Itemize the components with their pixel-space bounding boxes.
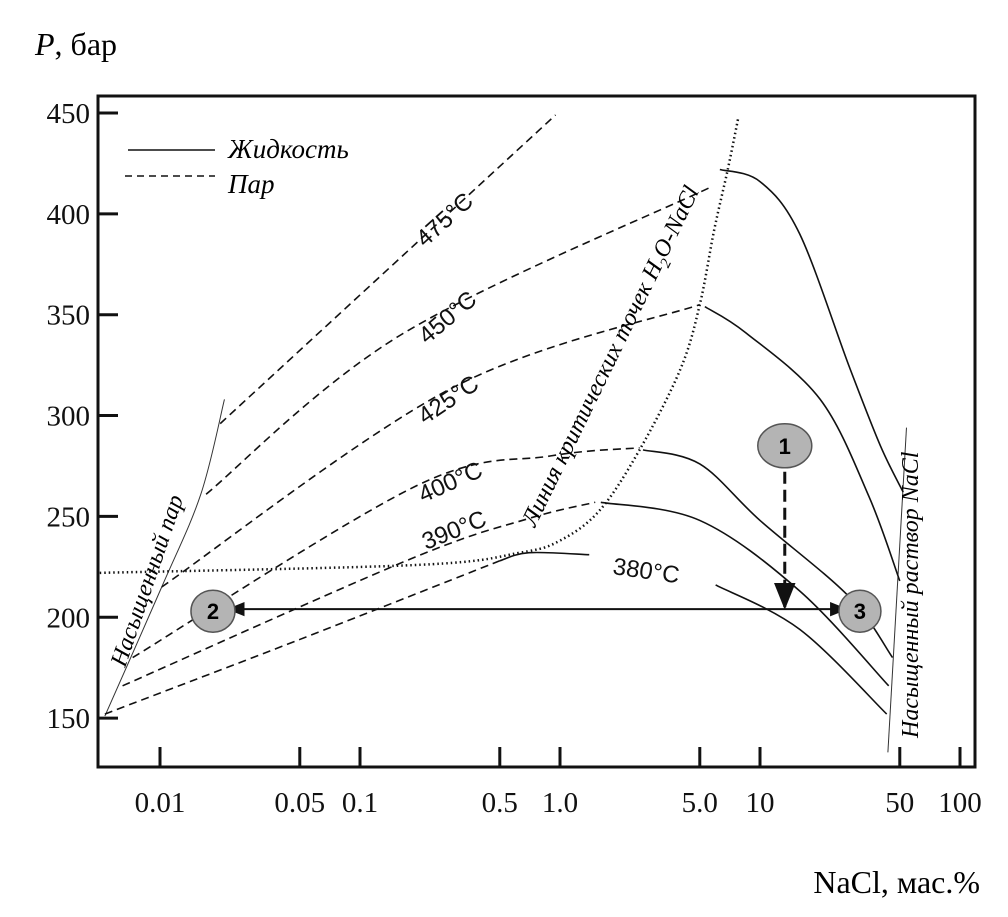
saturated-vapor-line [104,399,225,717]
y-axis-label: P, бар [34,26,117,62]
y-tick-label-350: 350 [47,300,91,332]
isotherm-label-425: 425°C [413,370,484,430]
isotherm-label-380: 380°C [611,553,681,589]
vapor-isotherm-425 [161,303,701,588]
x-tick-label-0.1: 0.1 [342,787,378,819]
vapor-isotherm-390 [122,501,596,687]
marker-2-label: 2 [207,599,219,624]
liquid-isotherm-380 [499,551,590,562]
y-tick-label-250: 250 [47,501,91,533]
legend-liquid-label: Жидкость [227,134,349,164]
isotherm-label-400: 400°C [414,457,486,509]
isotherm-label-450: 450°C [414,286,483,350]
vapor-isotherm-475 [219,114,557,425]
x-tick-label-100: 100 [938,787,982,819]
liquid-isotherm-450 [719,168,904,493]
y-tick-label-400: 400 [47,199,91,231]
critical-line [99,116,740,575]
legend-vapor-label: Пар [227,169,275,199]
y-tick-label-450: 450 [47,98,91,130]
y-tick-label-200: 200 [47,602,91,634]
saturated-vapor-label: Насыщенный пар [106,492,189,671]
x-tick-label-1.0: 1.0 [542,787,578,819]
x-tick-label-50: 50 [885,787,914,819]
critical-line-label: Линия критических точек H2O-NaCl [517,182,709,533]
x-axis-label: NaCl, мас.% [813,864,980,900]
plot-frame [96,94,977,769]
isotherm-label-390: 390°C [418,505,490,555]
saturated-solution-label: Насыщенный раствор NaCl [898,451,924,739]
marker-1-label: 1 [779,434,791,459]
liquid-isotherm-390 [600,501,890,687]
vapor-isotherm-380 [104,560,501,715]
saturated-solution-line [887,427,907,753]
marker-3-label: 3 [854,599,866,624]
legend: Жидкость Пар [125,134,349,199]
x-tick-label-0.01: 0.01 [135,787,186,819]
marker-1: 1 [757,423,813,469]
x-tick-label-5.0: 5.0 [682,787,718,819]
x-tick-label-0.5: 0.5 [482,787,518,819]
x-tick-label-10: 10 [746,787,775,819]
y-tick-label-150: 150 [47,703,91,735]
vapor-isotherm-450 [205,186,710,495]
isotherm-label-475: 475°C [411,188,479,253]
y-tick-label-300: 300 [47,401,91,433]
marker-3: 3 [838,589,882,633]
liquid-isotherm-380-tail [715,584,888,715]
marker-2: 2 [190,589,236,633]
liquid-isotherm-425 [704,305,901,582]
x-tick-label-0.05: 0.05 [274,787,325,819]
